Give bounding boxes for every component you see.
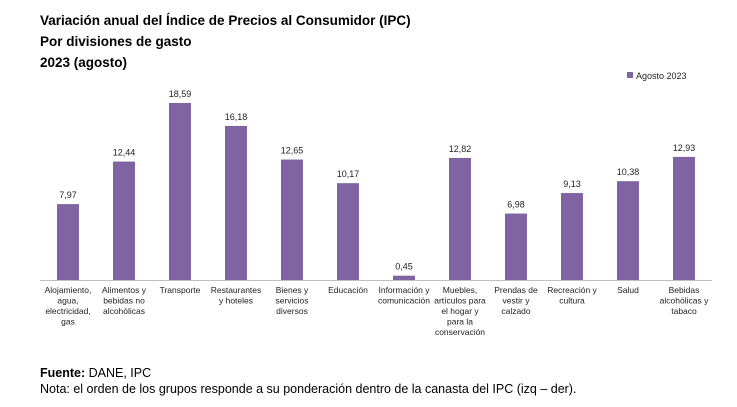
bar [393, 275, 415, 280]
category-label: Transporte [160, 285, 201, 295]
data-label: 12,93 [673, 143, 696, 153]
title-line-1: Variación anual del Índice de Precios al… [40, 13, 411, 28]
legend: Agosto 2023 [627, 71, 687, 81]
source-line: Fuente: DANE, IPC [40, 365, 576, 381]
bar [225, 125, 247, 281]
note-line: Nota: el orden de los grupos responde a … [40, 382, 577, 396]
data-label: 12,82 [449, 144, 472, 154]
legend-swatch [627, 72, 633, 78]
bar [505, 213, 527, 280]
source-value: DANE, IPC [85, 366, 152, 380]
source-label: Fuente: [40, 366, 86, 380]
category-label: Salud [617, 285, 639, 295]
bar [337, 183, 359, 280]
bar [169, 103, 191, 280]
data-label: 0,45 [395, 262, 413, 272]
title-line-3: 2023 (agosto) [40, 55, 128, 70]
title-line-2: Por divisiones de gasto [40, 34, 192, 49]
bar [449, 157, 471, 280]
data-label: 7,97 [59, 190, 77, 200]
category-label: Información y comunicación [378, 285, 430, 306]
footer: Fuente: DANE, IPC Nota: el orden de los … [40, 365, 576, 397]
bar [561, 193, 583, 280]
category-label: Educación [328, 285, 368, 295]
legend-label: Agosto 2023 [636, 71, 687, 81]
data-label: 6,98 [507, 200, 525, 210]
category-label: Alojamiento, agua, electricidad, gas [45, 285, 92, 327]
category-label: Bebidas alcohólicas y tabaco [660, 285, 709, 316]
chart-title: Variación anual del Índice de Precios al… [40, 10, 411, 73]
data-label: 10,17 [337, 169, 360, 179]
category-label: Recreación y cultura [547, 285, 597, 306]
category-label: Prendas de vestir y calzado [494, 285, 538, 316]
bar [281, 159, 303, 280]
category-label: Alimentos y bebidas no alcohólicas [102, 285, 147, 316]
bar [617, 181, 639, 280]
bar [57, 204, 79, 280]
data-label: 9,13 [563, 179, 581, 189]
data-label: 18,59 [169, 89, 192, 99]
category-label: Muebles, artículos para el hogar y para la c… [434, 285, 486, 337]
category-label: Bienes y servicios diversos [275, 285, 309, 316]
data-label: 12,44 [113, 148, 136, 158]
category-label: Restaurantes y hoteles [211, 285, 262, 306]
data-label: 16,18 [225, 112, 248, 122]
data-label: 10,38 [617, 167, 640, 177]
bar [113, 161, 135, 280]
data-label: 12,65 [281, 146, 304, 156]
bar [673, 156, 695, 280]
